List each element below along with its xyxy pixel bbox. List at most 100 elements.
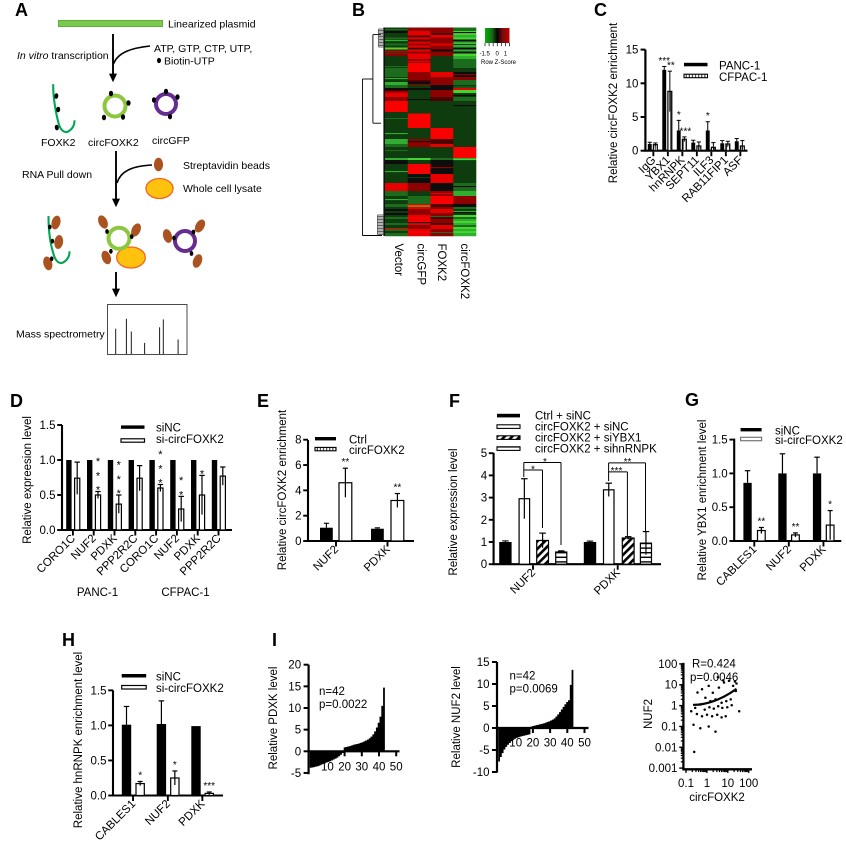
svg-text:10: 10 <box>626 78 639 90</box>
svg-text:1: 1 <box>481 537 487 549</box>
svg-text:circFOXK2 + sihnRNPK: circFOXK2 + sihnRNPK <box>535 444 657 456</box>
svg-text:0.5: 0.5 <box>712 502 728 514</box>
svg-text:*: * <box>677 110 681 121</box>
svg-text:**: ** <box>792 522 800 533</box>
svg-text:NUF2: NUF2 <box>643 699 655 729</box>
svg-text:0: 0 <box>496 52 500 58</box>
svg-text:100: 100 <box>658 659 677 671</box>
svg-text:p=0.0069: p=0.0069 <box>510 684 558 696</box>
svg-text:0: 0 <box>295 746 301 758</box>
svg-text:2: 2 <box>295 511 301 523</box>
svg-text:-1.5: -1.5 <box>480 52 491 58</box>
svg-text:si-circFOXK2: si-circFOXK2 <box>156 434 224 446</box>
svg-text:Relative hnRNPK enrichment lev: Relative hnRNPK enrichment level <box>73 652 85 828</box>
svg-text:1.0: 1.0 <box>712 468 728 480</box>
svg-text:**: ** <box>624 457 632 468</box>
svg-text:*: * <box>117 460 122 472</box>
svg-text:Ctrl + siNC: Ctrl + siNC <box>535 411 591 423</box>
svg-text:1.0: 1.0 <box>91 720 107 732</box>
svg-text:CFPAC-1: CFPAC-1 <box>161 587 209 599</box>
svg-text:1: 1 <box>671 701 677 713</box>
svg-text:*: * <box>158 478 163 490</box>
svg-text:Whole cell lysate: Whole cell lysate <box>183 183 262 195</box>
svg-text:Relative NUF2 level: Relative NUF2 level <box>451 666 463 768</box>
svg-text:Vector: Vector <box>392 244 404 277</box>
svg-text:ATP, GTP, CTP, UTP,: ATP, GTP, CTP, UTP, <box>154 43 252 55</box>
svg-text:E: E <box>257 391 269 411</box>
svg-text:*: * <box>828 500 832 511</box>
svg-text:0: 0 <box>483 723 489 735</box>
svg-text:1.5: 1.5 <box>712 435 728 447</box>
svg-text:10: 10 <box>288 703 301 715</box>
svg-text:0: 0 <box>295 536 301 548</box>
svg-text:Relative circFOXK2 enrichment: Relative circFOXK2 enrichment <box>608 22 620 183</box>
svg-text:-5: -5 <box>291 768 301 780</box>
svg-text:8: 8 <box>295 435 301 447</box>
svg-text:15: 15 <box>626 45 639 57</box>
svg-text:5: 5 <box>295 725 301 737</box>
svg-text:si-circFOXK2: si-circFOXK2 <box>156 683 224 695</box>
svg-text:0: 0 <box>481 559 487 571</box>
svg-text:2: 2 <box>481 515 487 527</box>
svg-text:15: 15 <box>288 681 301 693</box>
svg-text:3: 3 <box>481 493 487 505</box>
svg-text:10: 10 <box>321 761 334 773</box>
svg-text:circFOXK2 + siNC: circFOXK2 + siNC <box>535 422 629 434</box>
svg-text:0.001: 0.001 <box>649 763 678 775</box>
svg-text:10: 10 <box>665 680 678 692</box>
svg-text:***: *** <box>658 56 670 67</box>
svg-text:15: 15 <box>477 657 490 669</box>
svg-text:0: 0 <box>632 146 638 158</box>
svg-text:0.0: 0.0 <box>40 525 56 537</box>
svg-text:*: * <box>531 464 535 475</box>
svg-text:Relative expression level: Relative expression level <box>448 448 460 575</box>
svg-text:siNC: siNC <box>775 426 800 438</box>
svg-text:*: * <box>117 474 122 486</box>
svg-text:*: * <box>543 457 547 468</box>
svg-text:n=42: n=42 <box>510 671 536 683</box>
svg-text:4: 4 <box>481 470 488 482</box>
svg-text:*: * <box>179 475 184 487</box>
svg-text:Biotin-UTP: Biotin-UTP <box>164 56 215 68</box>
svg-text:n=42: n=42 <box>319 686 345 698</box>
svg-text:Row Z-Score: Row Z-Score <box>481 60 517 66</box>
svg-text:*: * <box>96 456 101 468</box>
svg-text:I: I <box>272 630 277 650</box>
svg-text:-5: -5 <box>479 745 489 757</box>
svg-text:*: * <box>706 111 710 122</box>
svg-text:**: ** <box>394 483 402 494</box>
svg-text:PANC-1: PANC-1 <box>719 61 760 73</box>
svg-text:6: 6 <box>295 460 301 472</box>
svg-text:*: * <box>158 449 163 461</box>
svg-text:10: 10 <box>477 679 490 691</box>
svg-text:0.1: 0.1 <box>661 721 677 733</box>
svg-text:10: 10 <box>721 778 734 790</box>
svg-text:circFOXK2: circFOXK2 <box>689 792 745 804</box>
svg-text:si-circFOXK2: si-circFOXK2 <box>775 435 843 447</box>
svg-text:H: H <box>62 630 75 650</box>
svg-text:20: 20 <box>338 761 351 773</box>
svg-text:*: * <box>117 488 122 500</box>
svg-text:*: * <box>179 489 184 501</box>
svg-text:RNA Pull down: RNA Pull down <box>22 169 92 181</box>
svg-text:100: 100 <box>739 778 758 790</box>
svg-text:0.01: 0.01 <box>655 742 677 754</box>
svg-text:1: 1 <box>704 778 710 790</box>
svg-text:circFOXK2: circFOXK2 <box>458 244 470 300</box>
svg-text:**: ** <box>758 517 766 528</box>
svg-text:R=0.424: R=0.424 <box>692 659 736 671</box>
svg-text:4: 4 <box>295 485 302 497</box>
svg-text:circGFP: circGFP <box>152 135 190 147</box>
svg-text:p=0.0046: p=0.0046 <box>690 672 738 684</box>
svg-text:0.5: 0.5 <box>40 490 56 502</box>
svg-text:Relative expreesion level: Relative expreesion level <box>22 416 34 544</box>
svg-text:siNC: siNC <box>156 672 181 684</box>
svg-text:1.0: 1.0 <box>40 455 56 467</box>
svg-text:C: C <box>594 0 607 20</box>
svg-text:Linearized plasmid: Linearized plasmid <box>168 19 256 31</box>
svg-text:Relative circFOXK2 enrichment: Relative circFOXK2 enrichment <box>277 409 289 570</box>
svg-text:Mass spectrometry: Mass spectrometry <box>16 329 105 341</box>
svg-text:1: 1 <box>504 52 508 58</box>
svg-text:Ctrl: Ctrl <box>349 435 367 447</box>
svg-text:**: ** <box>342 457 350 468</box>
